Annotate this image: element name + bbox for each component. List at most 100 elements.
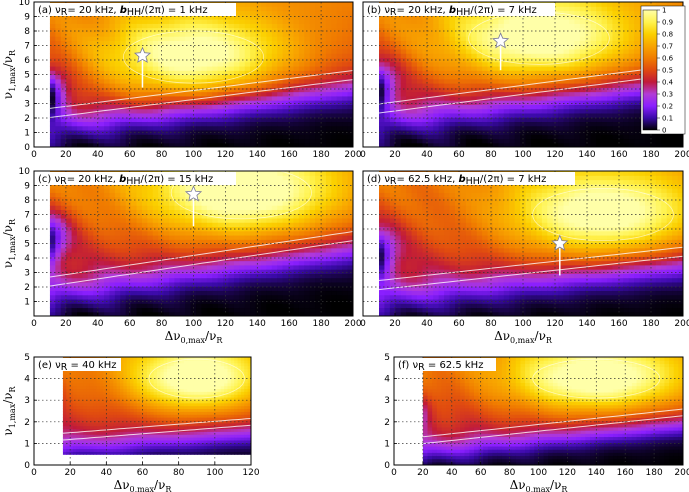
heatmap-cell: [563, 19, 570, 24]
heatmap-cell: [141, 125, 148, 131]
heatmap-cell: [590, 74, 597, 80]
heatmap-cell: [552, 19, 559, 24]
heatmap-cell: [277, 74, 284, 80]
heatmap-cell: [233, 129, 240, 135]
heatmap-cell: [503, 27, 510, 33]
heatmap-cell: [498, 142, 505, 147]
heatmap-cell: [201, 192, 208, 198]
heatmap-cell: [634, 142, 641, 147]
heatmap-cell: [136, 192, 143, 198]
heatmap-cell: [196, 256, 203, 262]
heatmap-cell: [125, 31, 132, 37]
heatmap-cell: [141, 230, 148, 236]
heatmap-cell: [185, 230, 192, 236]
heatmap-cell: [169, 74, 176, 80]
heatmap-cell: [136, 311, 143, 316]
heatmap-cell: [82, 57, 89, 63]
heatmap-cell: [141, 44, 148, 50]
heatmap-cell: [125, 100, 132, 105]
heatmap-cell: [206, 36, 213, 41]
heatmap-cell: [531, 125, 538, 131]
heatmap-cell: [244, 129, 251, 135]
heatmap-cell: [623, 108, 630, 114]
heatmap-cell: [422, 112, 429, 118]
heatmap-cell: [503, 19, 510, 24]
heatmap-cell: [563, 61, 570, 67]
heatmap-cell: [634, 104, 641, 110]
heatmap-cell: [590, 121, 597, 127]
heatmap-cell: [417, 108, 424, 114]
heatmap-cell: [77, 61, 84, 67]
heatmap-cell: [169, 57, 176, 63]
heatmap-cell: [131, 48, 138, 54]
heatmap-cell: [244, 2, 251, 7]
heatmap-cell: [449, 70, 456, 76]
heatmap-cell: [93, 125, 100, 131]
heatmap-cell: [607, 121, 614, 127]
heatmap-cell: [169, 290, 176, 296]
heatmap-cell: [389, 78, 396, 84]
heatmap-cell: [71, 104, 78, 110]
heatmap-cell: [104, 121, 111, 127]
heatmap-cell: [131, 205, 138, 210]
heatmap-cell: [596, 44, 603, 50]
heatmap-cell: [342, 138, 349, 144]
heatmap-cell: [223, 70, 230, 76]
heatmap-cell: [158, 213, 165, 219]
heatmap-cell: [87, 53, 94, 59]
heatmap-cell: [239, 40, 246, 46]
heatmap-cell: [389, 19, 396, 24]
heatmap-cell: [596, 10, 603, 16]
heatmap-cell: [152, 234, 159, 240]
heatmap-cell: [427, 65, 434, 71]
heatmap-cell: [336, 104, 343, 110]
heatmap-cell: [547, 138, 554, 144]
heatmap-cell: [77, 281, 84, 287]
heatmap-cell: [60, 294, 67, 300]
heatmap-cell: [628, 87, 635, 93]
heatmap-cell: [185, 108, 192, 114]
heatmap-cell: [49, 281, 56, 287]
heatmap-cell: [427, 36, 434, 41]
heatmap-cell: [147, 252, 154, 257]
heatmap-cell: [136, 196, 143, 202]
heatmap-cell: [217, 234, 224, 240]
heatmap-cell: [250, 19, 257, 24]
heatmap-cell: [384, 48, 391, 54]
heatmap-cell: [623, 53, 630, 59]
heatmap-cell: [601, 14, 608, 20]
heatmap-cell: [77, 188, 84, 193]
heatmap-cell: [379, 125, 386, 131]
heatmap-cell: [455, 19, 462, 24]
heatmap-cell: [277, 95, 284, 101]
heatmap-cell: [71, 281, 78, 287]
heatmap-cell: [217, 44, 224, 50]
heatmap-cell: [379, 44, 386, 50]
heatmap-cell: [233, 74, 240, 80]
heatmap-cell: [304, 2, 311, 7]
heatmap-cell: [185, 36, 192, 41]
heatmap-cell: [379, 19, 386, 24]
heatmap-cell: [325, 23, 332, 29]
heatmap-cell: [174, 303, 181, 309]
heatmap-cell: [77, 269, 84, 274]
heatmap-cell: [465, 14, 472, 20]
heatmap-cell: [223, 44, 230, 50]
heatmap-cell: [277, 10, 284, 16]
heatmap-cell: [244, 14, 251, 20]
heatmap-cell: [228, 117, 235, 123]
heatmap-cell: [60, 125, 67, 131]
heatmap-cell: [277, 117, 284, 123]
heatmap-cell: [552, 23, 559, 29]
heatmap-cell: [569, 95, 576, 101]
heatmap-cell: [163, 138, 170, 144]
heatmap-cell: [60, 269, 67, 274]
heatmap-cell: [152, 31, 159, 37]
heatmap-cell: [136, 277, 143, 283]
heatmap-cell: [347, 31, 353, 37]
heatmap-cell: [147, 121, 154, 127]
heatmap-cell: [169, 87, 176, 93]
heatmap-cell: [320, 48, 327, 54]
heatmap-cell: [433, 53, 440, 59]
heatmap-cell: [617, 44, 624, 50]
